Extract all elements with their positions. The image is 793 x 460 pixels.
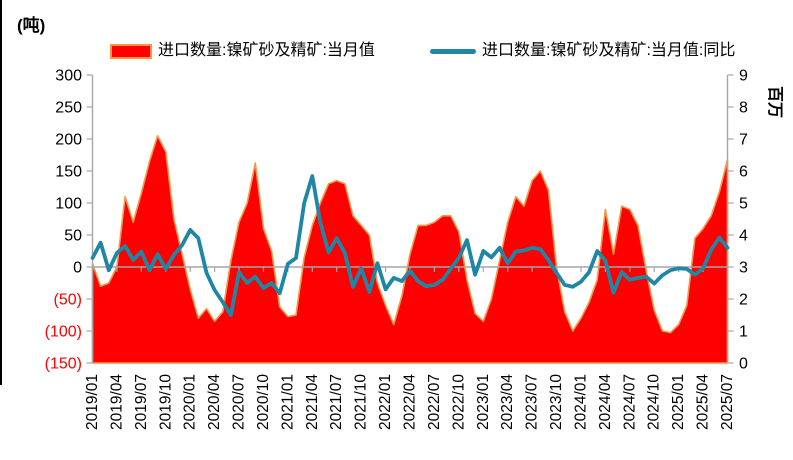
- left-tick-label: 250: [55, 100, 82, 117]
- left-tick-label: 200: [55, 132, 82, 149]
- left-tick-label: 150: [55, 164, 82, 181]
- x-tick-label: 2019/01: [84, 374, 101, 430]
- left-axis-unit-label: (吨): [17, 16, 46, 35]
- area-series-swatch: [110, 43, 152, 59]
- line-series-yoy: [90, 174, 730, 317]
- right-tick-label: 6: [739, 164, 748, 181]
- x-tick-label: 2019/07: [133, 374, 150, 430]
- x-tick-label: 2024/01: [573, 374, 590, 430]
- line-series-swatch: [430, 48, 476, 54]
- legend-item-monthly-value: 进口数量:镍矿砂及精矿:当月值: [110, 43, 375, 59]
- x-tick-label: 2020/07: [231, 374, 248, 430]
- x-tick-label: 2025/01: [670, 374, 687, 430]
- x-tick-label: 2022/04: [402, 374, 419, 430]
- x-tick-label: 2021/07: [328, 374, 345, 430]
- right-tick-label: 1: [739, 324, 748, 341]
- right-tick-label: 5: [739, 196, 748, 213]
- x-tick-label: 2023/10: [548, 374, 565, 430]
- x-tick-label: 2024/07: [621, 374, 638, 430]
- right-tick-label: 8: [739, 100, 748, 117]
- x-tick-label: 2022/01: [377, 374, 394, 430]
- page-left-border: [0, 0, 2, 385]
- x-tick-label: 2020/10: [255, 374, 272, 430]
- left-tick-label: (100): [45, 324, 82, 341]
- left-tick-label: (50): [54, 292, 82, 309]
- x-tick-label: 2022/10: [450, 374, 467, 430]
- x-tick-label: 2019/10: [157, 374, 174, 430]
- x-tick-label: 2025/04: [695, 374, 712, 430]
- right-tick-label: 7: [739, 132, 748, 149]
- x-tick-label: 2020/04: [206, 374, 223, 430]
- legend-item-yoy: 进口数量:镍矿砂及精矿:当月值:同比: [430, 43, 735, 59]
- x-tick-label: 2021/10: [353, 374, 370, 430]
- x-tick-label: 2021/04: [304, 374, 321, 430]
- area-series-monthly-value: [91, 135, 729, 364]
- left-tick-label: 50: [64, 228, 82, 245]
- left-tick-label: (150): [45, 356, 82, 373]
- legend-label-monthly-value: 进口数量:镍矿砂及精矿:当月值: [158, 42, 375, 59]
- x-tick-label: 2023/04: [499, 374, 516, 430]
- right-tick-label: 2: [739, 292, 748, 309]
- legend-label-yoy: 进口数量:镍矿砂及精矿:当月值:同比: [482, 42, 736, 59]
- left-tick-label: 0: [73, 260, 82, 277]
- right-tick-label: 9: [739, 68, 748, 85]
- x-tick-label: 2023/07: [524, 374, 541, 430]
- right-tick-label: 0: [739, 356, 748, 373]
- x-tick-label: 2024/04: [597, 374, 614, 430]
- right-tick-label: 4: [739, 228, 748, 245]
- x-tick-label: 2023/01: [475, 374, 492, 430]
- x-tick-label: 2024/10: [646, 374, 663, 430]
- x-tick-label: 2020/01: [182, 374, 199, 430]
- x-tick-label: 2025/07: [719, 374, 736, 430]
- left-tick-label: 300: [55, 68, 82, 85]
- right-axis-unit-label: 百万: [766, 86, 784, 118]
- right-tick-label: 3: [739, 260, 748, 277]
- x-tick-label: 2019/04: [108, 374, 125, 430]
- x-tick-label: 2022/07: [426, 374, 443, 430]
- left-tick-label: 100: [55, 196, 82, 213]
- x-tick-label: 2021/01: [279, 374, 296, 430]
